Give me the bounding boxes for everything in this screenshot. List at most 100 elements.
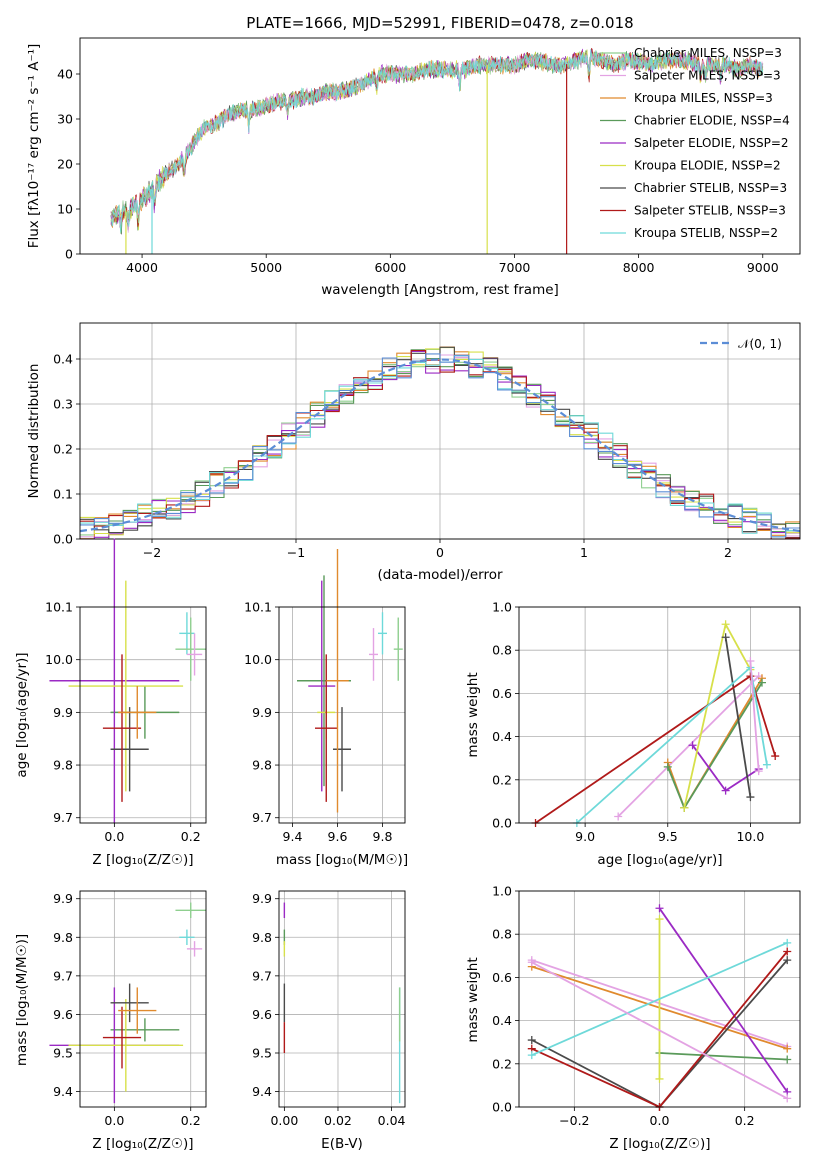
weight-vs-z-ylabel: mass weight — [465, 957, 481, 1042]
mass-vs-ebv-tick-label-y: 9.6 — [252, 1007, 272, 1022]
weight-vs-z-tick-label-x: −0.2 — [559, 1113, 589, 1128]
residuals-frame — [79, 322, 801, 540]
weight-vs-age-point-marker — [614, 812, 623, 821]
weight-vs-age-tick-label-x: 9.5 — [658, 829, 678, 844]
residuals-tick-label-y: 0.3 — [53, 397, 73, 412]
weight-vs-age-point-marker — [771, 752, 780, 761]
legend-entry-3: Chabrier ELODIE, NSSP=4 — [634, 114, 790, 128]
weight-vs-z-point-marker — [783, 956, 792, 965]
age-vs-z-frame — [79, 606, 207, 824]
weight-vs-z-point-marker — [655, 915, 664, 924]
mass-vs-ebv-tick-label-y: 9.9 — [252, 891, 272, 906]
weight-vs-z-tick-label-y: 0.4 — [492, 1013, 512, 1028]
age-vs-z-panel: 0.0 0.2 9.7 9.8 9.9 10.0 10.1 — [45, 538, 207, 844]
weight-vs-z-series-line — [531, 941, 788, 1057]
weight-vs-z-point-marker — [527, 1036, 536, 1045]
weight-vs-z-frame — [518, 890, 801, 1108]
weight-vs-z-point-marker — [655, 1074, 664, 1083]
weight-vs-age-point-marker — [663, 762, 672, 771]
residual-histogram — [80, 354, 800, 538]
age-vs-mass-tick-label-x: 9.8 — [373, 829, 393, 844]
weight-vs-age-frame — [518, 606, 801, 824]
spectrum-legend: Chabrier MILES, NSSP=3 Salpeter MILES, NS… — [600, 46, 790, 240]
residuals-ylabel: Normed distribution — [26, 364, 42, 499]
spectrum-ylabel: Flux [fλ10⁻¹⁷ erg cm⁻² s⁻¹ A⁻¹] — [26, 44, 42, 249]
weight-vs-z-panel: −0.2 0.0 0.2 0.0 0.2 0.4 0.6 0.8 1.0 — [492, 884, 801, 1128]
residuals-tick-label-y: 0.2 — [53, 442, 73, 457]
spectrum-tick-label-x: 7000 — [499, 260, 531, 275]
mass-vs-ebv-frame — [278, 890, 406, 1108]
weight-vs-age-tick-label-y: 1.0 — [492, 600, 512, 615]
residuals-tick-label-x: 0 — [436, 545, 444, 560]
weight-vs-age-tick-label-x: 10.0 — [736, 829, 764, 844]
age-vs-mass-xlabel: mass [log₁₀(M/M☉)] — [276, 852, 408, 868]
mass-vs-ebv-tick-label-y: 9.8 — [252, 930, 272, 945]
weight-vs-z-series-line — [658, 907, 788, 1093]
weight-vs-z-tick-label-y: 0.8 — [492, 927, 512, 942]
age-vs-mass-tick-label-y: 9.8 — [252, 758, 272, 773]
weight-vs-z-point-marker — [783, 938, 792, 947]
weight-vs-z-point-marker — [783, 1094, 792, 1103]
weight-vs-age-point-marker — [754, 767, 763, 776]
spectrum-panel: 4000 5000 6000 7000 8000 9000 0 10 20 30 40 Chabrie… — [57, 37, 801, 275]
weight-vs-z-point-marker — [527, 958, 536, 967]
age-vs-mass-frame — [278, 606, 406, 824]
weight-vs-age-point-marker — [688, 741, 697, 750]
spectrum-tick-label-x: 9000 — [747, 260, 779, 275]
mass-vs-ebv-tick-label-y: 9.5 — [252, 1046, 272, 1061]
age-vs-z-ylabel: age [log₁₀(age/yr)] — [14, 652, 30, 777]
weight-vs-age-point-marker — [746, 793, 755, 802]
weight-vs-age-series-line — [724, 637, 752, 798]
weight-vs-z-series-line — [531, 961, 788, 1100]
weight-vs-age-tick-label-y: 0.2 — [492, 772, 512, 787]
weight-vs-age-tick-label-y: 0.8 — [492, 643, 512, 658]
weight-vs-z-point-marker — [783, 1044, 792, 1053]
residuals-tick-label-x: 2 — [724, 545, 732, 560]
mass-vs-ebv-tick-label-y: 9.7 — [252, 968, 272, 983]
legend-entry-1: Salpeter MILES, NSSP=3 — [634, 69, 781, 83]
residual-histogram — [80, 349, 800, 540]
weight-vs-age-panel: 9.0 9.5 10.0 0.0 0.2 0.4 0.6 0.8 1.0 — [492, 600, 801, 844]
mass-vs-ebv-tick-label-y: 9.4 — [252, 1084, 272, 1099]
age-vs-z-tick-label-y: 9.7 — [53, 810, 73, 825]
residuals-panel: −2 −1 0 1 2 0.0 0.1 0.2 0.3 0.4 𝒩(0, 1) — [53, 322, 801, 560]
spectrum-frame — [79, 37, 801, 255]
legend-entry-4: Salpeter ELODIE, NSSP=2 — [634, 136, 789, 150]
weight-vs-age-point-marker — [721, 633, 730, 642]
weight-vs-z-tick-label-y: 1.0 — [492, 884, 512, 899]
weight-vs-age-series-line — [666, 677, 763, 810]
spectrum-tick-label-y: 20 — [57, 157, 73, 172]
legend-ref-label: 𝒩(0, 1) — [738, 337, 782, 351]
residuals-tick-label-x: −1 — [287, 545, 305, 560]
weight-vs-z-point-marker — [783, 947, 792, 956]
legend-entry-8: Kroupa STELIB, NSSP=2 — [634, 226, 778, 240]
legend-entry-0: Chabrier MILES, NSSP=3 — [634, 46, 782, 60]
age-vs-mass-tick-label-y: 9.7 — [252, 810, 272, 825]
age-vs-mass-tick-label-x: 9.4 — [283, 829, 303, 844]
spectrum-series-line — [110, 49, 764, 233]
mass-vs-z-tick-label-y: 9.5 — [53, 1046, 73, 1061]
mass-vs-ebv-tick-label-x: 0.02 — [324, 1113, 352, 1128]
age-vs-z-tick-label-y: 9.8 — [53, 758, 73, 773]
weight-vs-z-point-marker — [783, 1055, 792, 1064]
weight-vs-age-tick-label-y: 0.4 — [492, 729, 512, 744]
mass-vs-z-frame — [79, 890, 207, 1108]
residuals-tick-label-x: 1 — [580, 545, 588, 560]
mass-vs-z-tick-label-x: 0.2 — [181, 1113, 201, 1128]
normal-reference-curve — [79, 358, 801, 533]
weight-vs-age-ylabel: mass weight — [465, 672, 481, 757]
age-vs-mass-tick-label-y: 10.0 — [244, 652, 272, 667]
spectrum-tick-label-x: 4000 — [126, 260, 158, 275]
age-vs-z-tick-label-y: 9.9 — [53, 705, 73, 720]
weight-vs-z-xlabel: Z [log₁₀(Z/Z☉)] — [609, 1136, 710, 1152]
age-vs-mass-tick-label-y: 10.1 — [244, 600, 272, 615]
mass-vs-z-xlabel: Z [log₁₀(Z/Z☉)] — [92, 1136, 193, 1152]
spectrum-xlabel: wavelength [Angstrom, rest frame] — [321, 282, 559, 298]
mass-vs-ebv-tick-label-x: 0.00 — [270, 1113, 298, 1128]
weight-vs-z-point-marker — [655, 904, 664, 913]
mass-vs-ebv-tick-label-x: 0.04 — [378, 1113, 406, 1128]
weight-vs-z-tick-label-x: 0.0 — [650, 1113, 670, 1128]
residuals-tick-label-y: 0.4 — [53, 352, 73, 367]
age-vs-z-tick-label-y: 10.1 — [45, 600, 73, 615]
